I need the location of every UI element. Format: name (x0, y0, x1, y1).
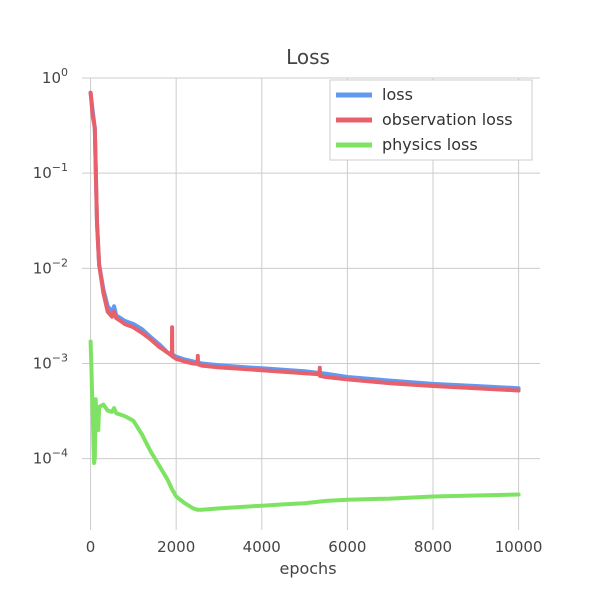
legend-label: physics loss (382, 135, 478, 154)
y-tick-label: 10−1 (33, 161, 68, 182)
x-tick-label: 4000 (243, 538, 281, 556)
series-line-observation-loss (88, 90, 521, 393)
legend-label: loss (382, 85, 413, 104)
y-tick-labels: 100 10−1 10−2 10−3 10−4 (33, 66, 68, 468)
legend: loss observation loss physics loss (329, 79, 533, 161)
x-tick-label: 10000 (495, 538, 543, 556)
x-axis-label: epochs (279, 559, 336, 578)
series-line-physics-loss (88, 339, 521, 512)
x-tick-label: 0 (86, 538, 96, 556)
y-tick-label: 10−4 (33, 447, 68, 468)
chart-title: Loss (286, 45, 330, 69)
y-tick-label: 10−2 (33, 256, 68, 277)
x-tick-label: 2000 (157, 538, 195, 556)
x-tick-label: 8000 (414, 538, 452, 556)
y-tick-label: 10−3 (33, 351, 68, 372)
x-tick-label: 6000 (328, 538, 366, 556)
y-tick-label: 100 (42, 66, 68, 87)
series-lines (88, 90, 521, 512)
legend-label: observation loss (382, 110, 513, 129)
x-tick-labels: 0 2000 4000 6000 8000 10000 (86, 538, 543, 556)
